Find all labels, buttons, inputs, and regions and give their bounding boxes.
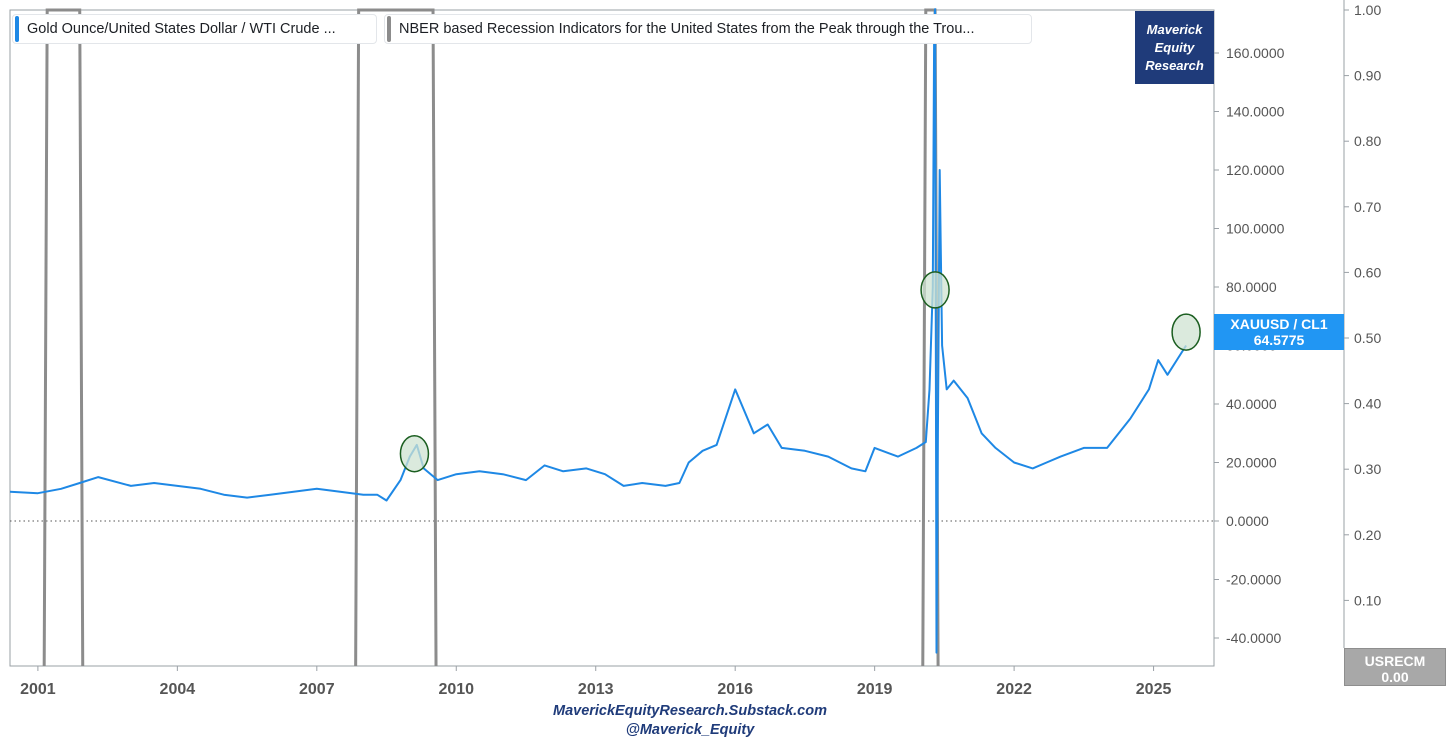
left-tick-label-100.0000: 100.0000 [1226,221,1285,237]
highlight-circle-1 [399,434,430,473]
right-tick-label-0.90: 0.90 [1354,68,1381,84]
recession-span-1 [42,8,85,667]
footer-handle: @Maverick_Equity [625,722,755,738]
footer-site: MaverickEquityResearch.Substack.com [552,703,827,719]
left-tick-label-40.0000: 40.0000 [1226,396,1277,412]
legend-series-1[interactable]: Gold Ounce/United States Dollar / WTI Cr… [12,14,377,44]
usrecm-tag-symbol: USRECM [1364,653,1426,669]
price-tag-value: 64.5775 [1253,332,1305,348]
x-tick-label-2004: 2004 [160,681,196,698]
last-price-label: XAUUSD / CL1 64.5775 [1214,314,1344,350]
right-tick-label-1.00: 1.00 [1354,2,1381,18]
ratio-series [9,8,1187,654]
left-tick-label-160.0000: 160.0000 [1226,45,1285,61]
usrecm-value-label: USRECM 0.00 [1344,648,1446,686]
right-tick-label-0.60: 0.60 [1354,264,1381,280]
right-tick-label-0.20: 0.20 [1354,527,1381,543]
recession-series [42,8,940,667]
legend-swatch-gray [387,16,391,42]
x-tick-label-2010: 2010 [438,681,474,698]
x-tick-label-2022: 2022 [996,681,1032,698]
footer-credits: MaverickEquityResearch.Substack.com @Mav… [470,702,910,740]
usrecm-tag-value: 0.00 [1381,669,1409,685]
left-tick-label--40.0000: -40.0000 [1226,630,1281,646]
legend-swatch-blue [15,16,19,42]
left-tick-label-140.0000: 140.0000 [1226,104,1285,120]
plot-frame [9,0,1345,667]
x-tick-label-2007: 2007 [299,681,335,698]
left-tick-label-80.0000: 80.0000 [1226,279,1277,295]
brand-line-3: Research [1145,58,1204,73]
x-tick-label-2025: 2025 [1136,681,1172,698]
left-tick-label-0.0000: 0.0000 [1226,513,1269,529]
legend-label-ratio: Gold Ounce/United States Dollar / WTI Cr… [27,21,336,37]
legend-series-2[interactable]: NBER based Recession Indicators for the … [384,14,1032,44]
highlight-markers [399,271,1201,473]
right-tick-label-0.80: 0.80 [1354,133,1381,149]
x-tick-label-2001: 2001 [20,681,56,698]
highlight-circle-3 [1171,313,1201,351]
price-tag-symbol: XAUUSD / CL1 [1230,316,1328,332]
x-tick-label-2013: 2013 [578,681,614,698]
right-tick-label-0.40: 0.40 [1354,396,1381,412]
right-tick-label-0.70: 0.70 [1354,199,1381,215]
brand-line-2: Equity [1154,40,1195,55]
x-tick-label-2016: 2016 [717,681,753,698]
legend-label-recession: NBER based Recession Indicators for the … [399,21,975,37]
left-tick-label--20.0000: -20.0000 [1226,572,1281,588]
right-tick-label-0.10: 0.10 [1354,592,1381,608]
recession-span-2 [354,8,438,667]
brand-line-1: Maverick [1146,22,1203,37]
highlight-circle-2 [920,271,950,309]
ratio-line [9,8,1187,654]
x-tick-label-2019: 2019 [857,681,893,698]
x-axis: 2001 2004 2007 2010 2013 2016 2019 2022 2025 [20,666,1171,698]
right-tick-label-0.30: 0.30 [1354,461,1381,477]
right-tick-label-0.50: 0.50 [1354,330,1381,346]
left-tick-label-120.0000: 120.0000 [1226,162,1285,178]
left-tick-label-20.0000: 20.0000 [1226,455,1277,471]
brand-logo: Maverick Equity Research [1135,11,1214,84]
plot-border [9,9,1215,667]
right-y-axis: 1.00 0.90 0.80 0.70 0.60 0.50 0.40 0.30 0.20 0.10 [1344,2,1381,608]
